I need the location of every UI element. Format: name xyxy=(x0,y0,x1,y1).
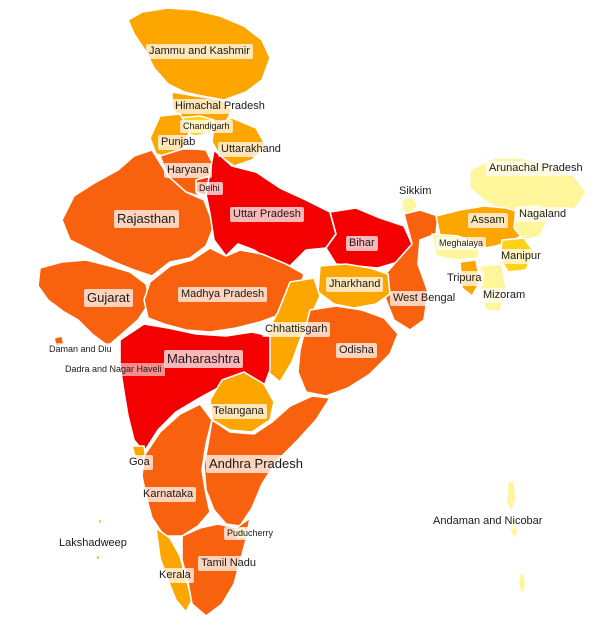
label-haryana: Haryana xyxy=(164,163,212,179)
label-goa: Goa xyxy=(126,455,153,471)
label-lakshadweep: Lakshadweep xyxy=(56,536,130,552)
label-daman-diu: Daman and Diu xyxy=(46,343,115,356)
label-mizoram: Mizoram xyxy=(480,288,529,304)
label-gujarat: Gujarat xyxy=(84,289,133,307)
label-tamil-nadu: Tamil Nadu xyxy=(198,556,260,572)
label-jharkhand: Jharkhand xyxy=(326,277,384,293)
label-dadra: Dadra and Nagar Haveli xyxy=(62,363,165,376)
label-meghalaya: Meghalaya xyxy=(436,237,487,250)
label-madhya-pradesh: Madhya Pradesh xyxy=(178,287,268,303)
label-assam: Assam xyxy=(468,213,508,229)
region-andaman[interactable] xyxy=(505,479,527,595)
label-telangana: Telangana xyxy=(210,404,267,420)
region-karnataka[interactable] xyxy=(141,403,213,537)
label-tripura: Tripura xyxy=(444,271,485,287)
label-andhra-pradesh: Andhra Pradesh xyxy=(206,455,306,473)
label-uttarakhand: Uttarakhand xyxy=(218,142,284,158)
label-delhi: Delhi xyxy=(196,182,223,195)
label-odisha: Odisha xyxy=(336,343,377,359)
label-arunachal: Arunachal Pradesh xyxy=(486,161,586,177)
label-puducherry: Puducherry xyxy=(224,527,277,540)
label-rajasthan: Rajasthan xyxy=(114,210,179,228)
label-karnataka: Karnataka xyxy=(140,487,197,503)
label-bihar: Bihar xyxy=(346,236,378,252)
label-sikkim: Sikkim xyxy=(396,184,435,200)
label-andaman: Andaman and Nicobar xyxy=(430,514,546,530)
label-chandigarh: Chandigarh xyxy=(180,120,233,133)
label-himachal: Himachal Pradesh xyxy=(172,99,268,115)
label-uttar-pradesh: Uttar Pradesh xyxy=(230,207,304,223)
label-nagaland: Nagaland xyxy=(516,207,570,223)
label-maharashtra: Maharashtra xyxy=(164,350,243,368)
label-jammu-kashmir: Jammu and Kashmir xyxy=(146,44,253,60)
label-manipur: Manipur xyxy=(498,249,544,265)
label-kerala: Kerala xyxy=(156,568,194,584)
label-punjab: Punjab xyxy=(158,135,199,151)
label-west-bengal: West Bengal xyxy=(390,291,459,307)
label-chhattisgarh: Chhattisgarh xyxy=(262,322,331,338)
